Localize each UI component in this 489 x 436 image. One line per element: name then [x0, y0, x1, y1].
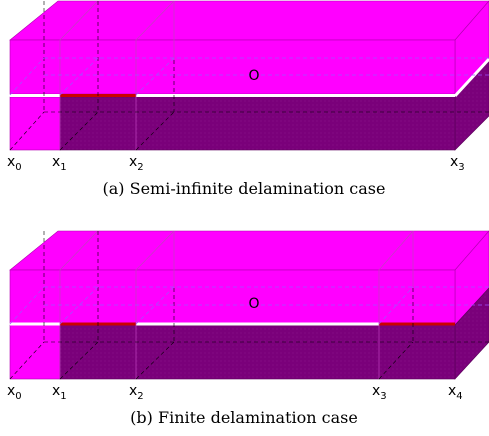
panel-b-hidden-interface [9, 286, 489, 325]
panel-b-x4-label: x4 [448, 383, 463, 402]
panel-b-caption: (b) Finite delamination case [130, 408, 358, 427]
panel-b-x3-label: x3 [372, 383, 387, 402]
panel-a-bonded-interface-side [453, 57, 489, 98]
panel-a-x3-label: x3 [450, 154, 465, 173]
panel-a-hidden-interface [9, 57, 489, 96]
panel-b-upper-layer [9, 269, 456, 324]
panel-b-region-label: O [248, 296, 259, 312]
panel-b-top-face [9, 230, 489, 271]
panel-a-x0-label: x0 [7, 154, 22, 173]
panel-b-x1-label: x1 [52, 383, 67, 402]
panel-a-x1-label: x1 [52, 154, 67, 173]
panel-a-beam [9, 0, 489, 151]
panel-b-x0-label: x0 [7, 383, 22, 402]
panel-b-hidden-edges [9, 231, 489, 380]
panel-b-lower-layer-bonded [59, 324, 456, 380]
panel-a-upper-layer [9, 39, 456, 95]
panel-b-x2-label: x2 [129, 383, 144, 402]
panel-a-hidden-edges [9, 1, 489, 151]
panel-a-caption: (a) Semi-infinite delamination case [103, 179, 386, 198]
panel-a-region-label: O [248, 68, 259, 84]
panel-a-x2-label: x2 [129, 154, 144, 173]
panel-b-position-labels: x0 x1 x2 x3 x4 [7, 383, 463, 402]
panel-b-beam [9, 230, 489, 380]
panel-a-top-face [9, 0, 489, 41]
panel-a-section-planes [59, 0, 175, 150]
panel-a-lower-layer-bonded [59, 96, 456, 151]
panel-a-position-labels: x0 x1 x2 x3 [7, 154, 465, 173]
panel-b-section-planes [59, 230, 414, 379]
